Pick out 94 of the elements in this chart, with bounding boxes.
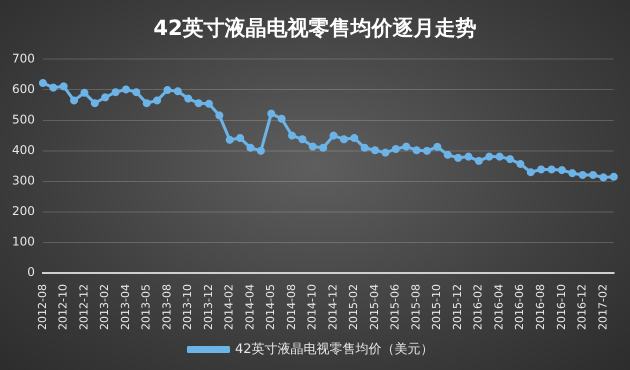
x-tick-label: 2013-05 [140, 284, 153, 330]
point [433, 142, 442, 151]
point [267, 110, 276, 118]
x-tick-label: 2012-08 [36, 284, 49, 330]
point [412, 146, 421, 154]
x-tick-label: 2016-06 [513, 284, 526, 330]
y-tick-label: 300 [12, 174, 35, 188]
point [215, 111, 224, 120]
point [132, 88, 140, 96]
x-tick-label: 2016-08 [534, 284, 547, 330]
y-tick-label: 400 [12, 142, 35, 157]
point [330, 132, 338, 140]
point [122, 85, 130, 94]
point [392, 145, 400, 154]
point [90, 99, 99, 108]
point [184, 94, 192, 103]
point [163, 86, 172, 94]
point [288, 132, 296, 140]
point [236, 134, 244, 142]
x-tick-label: 2015-10 [430, 284, 444, 330]
y-tick-label: 600 [12, 82, 35, 96]
x-tick-label: 2015-12 [450, 284, 464, 330]
point [256, 146, 265, 155]
point [246, 144, 255, 152]
y-tick-label: 100 [12, 234, 35, 249]
point [340, 135, 348, 144]
point [381, 148, 390, 157]
x-tick-label: 2017-02 [596, 284, 610, 330]
point [537, 165, 546, 174]
x-tick-label: 2012-12 [77, 284, 90, 330]
x-tick-label: 2013-02 [98, 284, 112, 330]
chart-title: 42英寸液晶电视零售均价逐月走势 [152, 15, 478, 42]
x-tick-label: 2013-04 [118, 284, 132, 330]
x-tick-label: 2013-08 [160, 284, 174, 330]
point [548, 165, 556, 174]
point [516, 160, 524, 168]
point [153, 96, 162, 104]
point [371, 146, 380, 154]
x-tick-label: 2016-02 [472, 284, 485, 330]
point [112, 88, 120, 96]
point [174, 87, 182, 96]
point [474, 156, 483, 165]
x-tick-label: 2016-12 [576, 284, 589, 330]
point [496, 152, 504, 161]
point [589, 170, 598, 179]
legend-label: 42英寸液晶电视零售均价（美元） [234, 340, 434, 357]
point [319, 144, 328, 152]
point [402, 142, 410, 151]
point [568, 169, 576, 178]
y-tick-label: 0 [27, 265, 35, 280]
point [526, 168, 535, 176]
point [454, 154, 462, 162]
point [308, 142, 317, 151]
point [70, 96, 78, 104]
point [422, 146, 431, 155]
point [278, 114, 286, 123]
y-tick-label: 500 [12, 112, 35, 126]
y-tick-label: 200 [12, 204, 35, 218]
point [558, 166, 566, 174]
point [506, 155, 514, 164]
point [599, 173, 608, 182]
point [38, 79, 47, 88]
x-tick-label: 2014-04 [243, 284, 256, 330]
x-tick-label: 2014-12 [326, 284, 340, 330]
point [60, 82, 68, 90]
point [101, 93, 110, 102]
x-tick-label: 2015-04 [368, 284, 381, 330]
x-tick-label: 2014-10 [306, 284, 319, 330]
point [226, 136, 234, 144]
x-tick-label: 2014-02 [222, 284, 236, 330]
x-tick-label: 2014-08 [284, 284, 298, 330]
point [80, 88, 88, 97]
x-tick-label: 2014-05 [264, 284, 278, 330]
x-tick-label: 2015-06 [388, 284, 402, 330]
point [142, 99, 151, 108]
x-tick-label: 2012-10 [56, 284, 70, 330]
point [298, 135, 306, 144]
x-tick-label: 2015-02 [347, 284, 360, 330]
point [578, 170, 587, 179]
point [444, 150, 452, 159]
point [485, 152, 494, 161]
x-tick-label: 2016-04 [492, 284, 506, 330]
point [204, 100, 213, 108]
x-tick-label: 2015-08 [409, 284, 422, 330]
point [610, 172, 618, 181]
y-tick-label: 700 [12, 51, 35, 66]
x-tick-label: 2013-12 [202, 284, 215, 330]
point [360, 144, 369, 152]
point [49, 84, 58, 92]
x-tick-label: 2013-10 [181, 284, 194, 330]
x-tick-label: 2016-10 [554, 284, 568, 330]
point [194, 99, 203, 108]
point [350, 134, 358, 142]
point [464, 152, 472, 161]
